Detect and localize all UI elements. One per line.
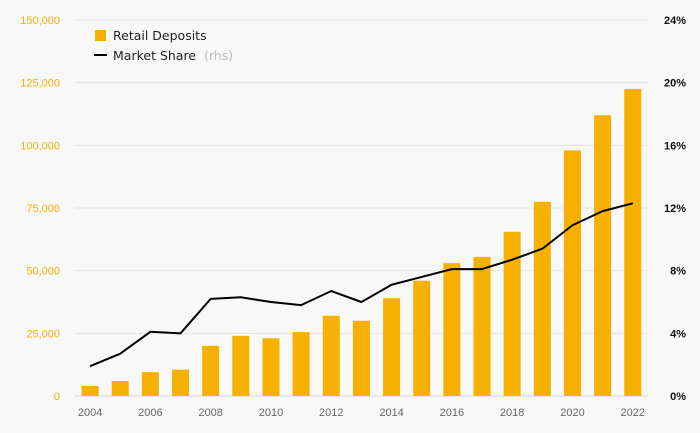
bar-2022 bbox=[624, 88, 642, 397]
legend-label-market-share: Market Share (rhs) bbox=[113, 47, 233, 64]
bar-2011 bbox=[292, 332, 310, 396]
left-axis-tick-label: 0 bbox=[54, 391, 60, 403]
bar-2004 bbox=[81, 385, 99, 396]
x-axis-tick-label: 2010 bbox=[259, 407, 283, 419]
bar-2012 bbox=[322, 315, 340, 396]
legend-label-market-share-suffix: (rhs) bbox=[204, 48, 233, 63]
x-axis-tick-label: 2018 bbox=[500, 407, 524, 419]
bar-2006 bbox=[141, 372, 159, 396]
right-axis-tick-label: 12% bbox=[664, 203, 686, 215]
right-axis-tick-label: 20% bbox=[664, 78, 686, 90]
bar-2010 bbox=[262, 338, 280, 396]
left-axis-tick-label: 150,000 bbox=[20, 15, 60, 27]
bar-2007 bbox=[172, 369, 190, 396]
right-axis-tick-label: 16% bbox=[664, 140, 686, 152]
bar-2017 bbox=[473, 256, 491, 396]
line-series-market-share bbox=[89, 202, 634, 368]
x-axis-tick-label: 2008 bbox=[198, 407, 222, 419]
bar-2008 bbox=[202, 345, 220, 396]
legend-label-market-share-name: Market Share bbox=[113, 48, 196, 63]
right-axis-tick-label: 4% bbox=[670, 328, 686, 340]
bar-2019 bbox=[533, 201, 551, 396]
bar-2005 bbox=[111, 380, 129, 396]
legend-label-retail-deposits: Retail Deposits bbox=[113, 28, 207, 43]
right-axis-tick-label: 24% bbox=[664, 15, 686, 27]
right-axis-tick-labels: 0% 4% 8% 12% 16% 20% 24% bbox=[664, 15, 686, 403]
x-axis-tick-label: 2022 bbox=[621, 407, 645, 419]
bar-2013 bbox=[352, 320, 370, 396]
x-axis-tick-labels: 2004 2006 2008 2010 2012 2014 2016 2018 2020 2022 bbox=[78, 407, 645, 419]
bar-2009 bbox=[232, 335, 250, 396]
legend: Retail Deposits Market Share (rhs) bbox=[94, 28, 233, 64]
bar-series-retail-deposits bbox=[81, 88, 642, 397]
bar-2016 bbox=[443, 263, 461, 396]
right-axis-tick-label: 0% bbox=[670, 391, 686, 403]
x-axis-tick-label: 2012 bbox=[319, 407, 343, 419]
left-axis-tick-label: 75,000 bbox=[26, 203, 60, 215]
x-axis-tick-label: 2016 bbox=[440, 407, 464, 419]
left-axis-tick-label: 125,000 bbox=[20, 78, 60, 90]
x-axis-tick-label: 2004 bbox=[78, 407, 102, 419]
bar-2018 bbox=[503, 231, 521, 396]
x-axis-tick-label: 2006 bbox=[138, 407, 162, 419]
left-axis-tick-label: 50,000 bbox=[26, 266, 60, 278]
bar-2021 bbox=[594, 115, 612, 396]
left-axis-tick-label: 100,000 bbox=[20, 140, 60, 152]
x-axis-tick-label: 2020 bbox=[560, 407, 584, 419]
x-axis-tick-label: 2014 bbox=[379, 407, 403, 419]
bar-2020 bbox=[563, 150, 581, 396]
bar-2015 bbox=[413, 280, 431, 396]
left-axis-tick-labels: 0 25,000 50,000 75,000 100,000 125,000 150,000 bbox=[20, 15, 60, 403]
bar-2014 bbox=[383, 298, 401, 396]
left-axis-tick-label: 25,000 bbox=[26, 328, 60, 340]
legend-swatch-retail-deposits bbox=[95, 30, 106, 41]
right-axis-tick-label: 8% bbox=[670, 266, 686, 278]
